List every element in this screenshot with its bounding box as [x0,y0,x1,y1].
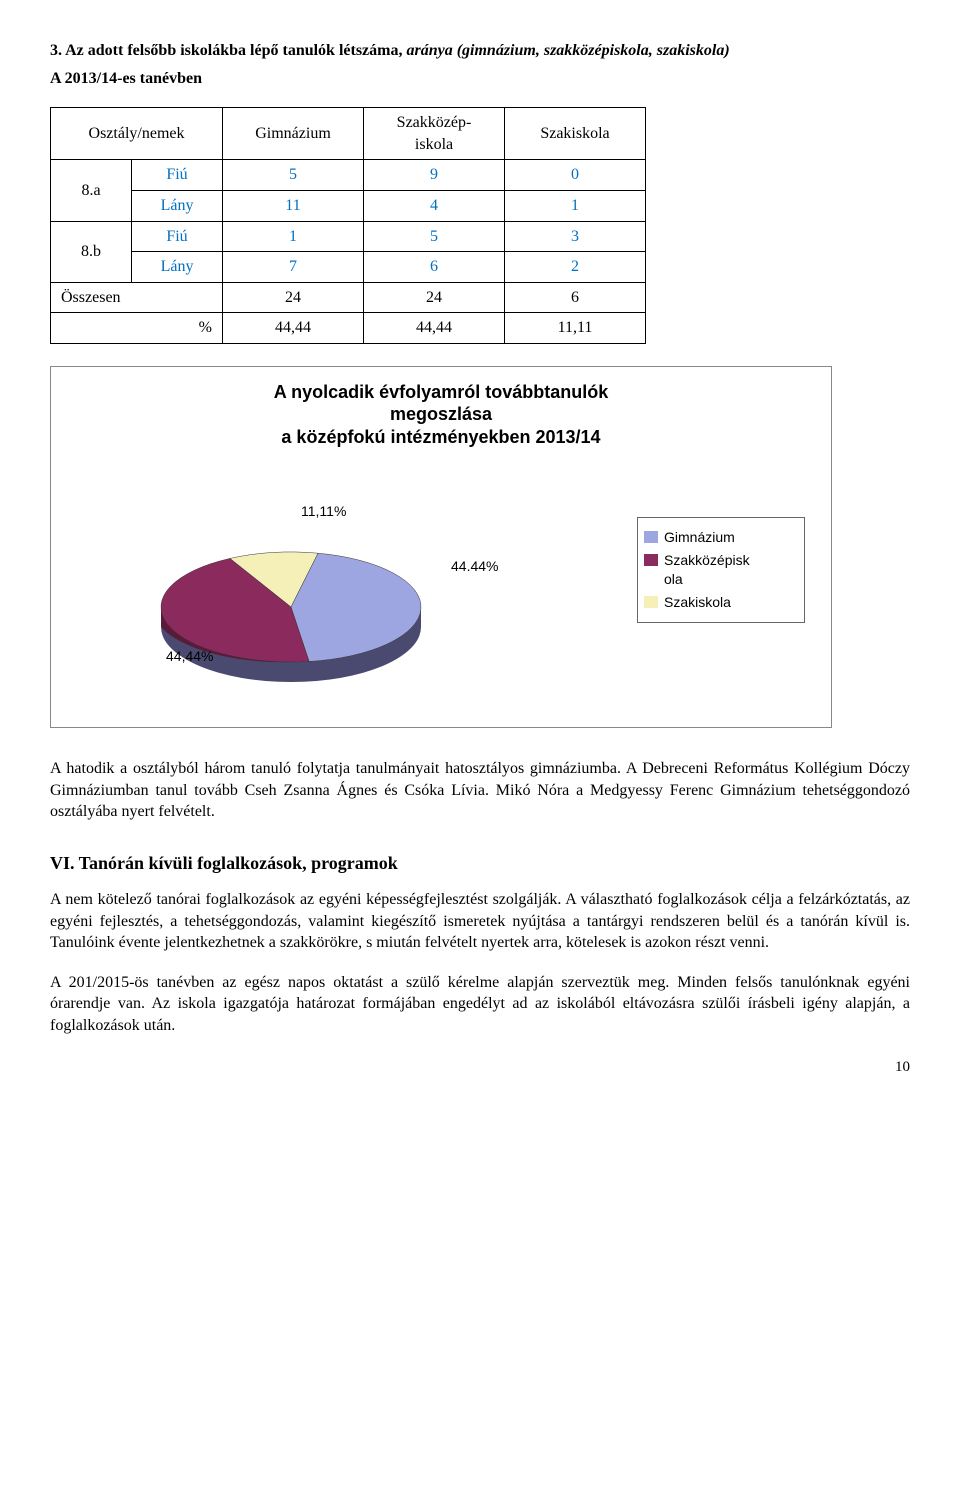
legend-label: Szakközépiskola [664,551,750,589]
cell-gender: Lány [132,252,223,283]
heading-vi: VI. Tanórán kívüli foglalkozások, progra… [50,851,910,875]
legend-item: Gimnázium [644,528,794,547]
pie-chart [121,517,461,707]
legend-item: Szakiskola [644,593,794,612]
cell-value: 7 [223,252,364,283]
chart-title-line: a középfokú intézményekben 2013/14 [281,427,600,447]
title-italic: aránya (gimnázium, szakközépiskola, szak… [406,42,729,59]
legend-swatch [644,596,658,608]
th-szakkozep: Szakközép-iskola [364,108,505,160]
cell-value: 9 [364,160,505,191]
pct-label-blue: 44.44% [451,557,498,576]
chart-title: A nyolcadik évfolyamról továbbtanulók me… [51,367,831,449]
para-hatodik: A hatodik a osztályból három tanuló foly… [50,758,910,823]
para-tanoran-2: A 201/2015-ös tanévben az egész napos ok… [50,972,910,1037]
chart-title-line: A nyolcadik évfolyamról továbbtanulók [274,382,608,402]
page-number: 10 [50,1057,910,1077]
cell-class: 8.b [51,221,132,282]
legend-item: Szakközépiskola [644,551,794,589]
table-row: 8.aFiú590 [51,160,646,191]
cell-total: 24 [223,282,364,313]
table-row-pct: %44,4444,4411,11 [51,313,646,344]
cell-value: 1 [223,221,364,252]
legend-swatch [644,554,658,566]
cell-gender: Lány [132,190,223,221]
cell-pct-label: % [51,313,223,344]
th-szakiskola: Szakiskola [505,108,646,160]
cell-value: 0 [505,160,646,191]
cell-pct: 11,11 [505,313,646,344]
table-header-row: Osztály/nemek Gimnázium Szakközép-iskola… [51,108,646,160]
cell-value: 3 [505,221,646,252]
cell-value: 2 [505,252,646,283]
subtitle: A 2013/14-es tanévben [50,68,910,90]
para-tanoran-1: A nem kötelező tanórai foglalkozások az … [50,889,910,954]
cell-pct: 44,44 [223,313,364,344]
pie-svg [121,517,461,707]
chart-title-line: megoszlása [390,404,492,424]
th-osztaly: Osztály/nemek [51,108,223,160]
continuation-table: Osztály/nemek Gimnázium Szakközép-iskola… [50,107,646,344]
table-row-total: Összesen24246 [51,282,646,313]
cell-value: 4 [364,190,505,221]
cell-value: 5 [223,160,364,191]
pct-label-yellow: 11,11% [301,502,346,521]
cell-class: 8.a [51,160,132,221]
legend-label: Szakiskola [664,593,731,612]
table-row: 8.bFiú153 [51,221,646,252]
legend-label: Gimnázium [664,528,735,547]
th-gimnazium: Gimnázium [223,108,364,160]
cell-value: 1 [505,190,646,221]
cell-total: 6 [505,282,646,313]
cell-gender: Fiú [132,160,223,191]
table-row: Lány762 [51,252,646,283]
cell-total: 24 [364,282,505,313]
cell-gender: Fiú [132,221,223,252]
pie-chart-container: A nyolcadik évfolyamról továbbtanulók me… [50,366,832,728]
cell-value: 6 [364,252,505,283]
pct-label-maroon: 44,44% [166,647,213,666]
cell-total-label: Összesen [51,282,223,313]
cell-value: 11 [223,190,364,221]
cell-value: 5 [364,221,505,252]
title-prefix: 3. Az adott felsőbb iskolákba lépő tanul… [50,42,406,59]
table-row: Lány1141 [51,190,646,221]
chart-legend: Gimnázium Szakközépiskola Szakiskola [637,517,805,623]
cell-pct: 44,44 [364,313,505,344]
section-title: 3. Az adott felsőbb iskolákba lépő tanul… [50,40,910,62]
legend-swatch [644,531,658,543]
